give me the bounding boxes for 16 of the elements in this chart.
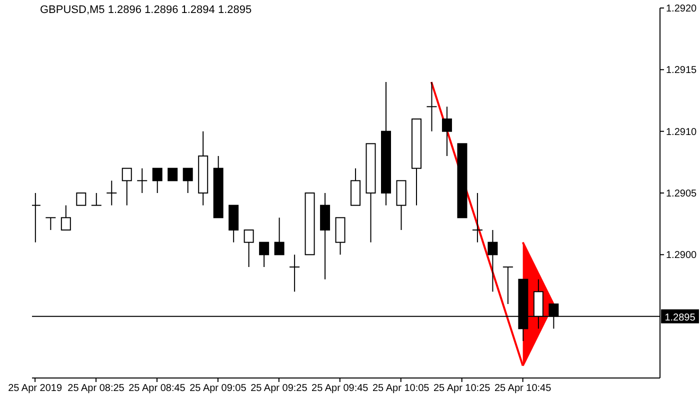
ref-line-label: 1.2895	[664, 312, 696, 324]
chart-title: GBPUSD,M5 1.2896 1.2896 1.2894 1.2895	[40, 4, 252, 16]
y-tick-label: 1.2915	[666, 65, 698, 76]
x-tick-label: 25 Apr 08:45	[128, 383, 186, 394]
y-tick-label: 1.2900	[666, 250, 698, 262]
x-tick-label: 25 Apr 08:25	[68, 383, 125, 394]
x-tick-label: 25 Apr 10:25	[433, 383, 491, 394]
y-tick-label: 1.2920	[666, 4, 698, 15]
x-tick-label: 25 Apr 09:45	[312, 383, 369, 394]
x-tick-label: 25 Apr 09:25	[250, 383, 308, 394]
y-tick-label: 1.2910	[666, 126, 698, 138]
y-tick-label: 1.2905	[666, 188, 698, 200]
x-tick-label: 25 Apr 10:45	[494, 383, 552, 394]
x-tick-label: 25 Apr 09:05	[190, 383, 247, 394]
x-tick-label: 25 Apr 10:05	[372, 383, 430, 394]
x-tick-label: 25 Apr 2019	[8, 383, 62, 394]
